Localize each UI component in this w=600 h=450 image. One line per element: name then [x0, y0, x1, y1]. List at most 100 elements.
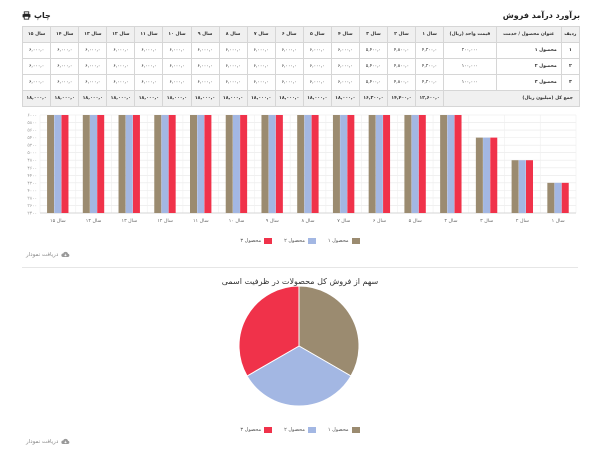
bar: [161, 115, 169, 213]
column-header: سال ۷: [246, 26, 276, 43]
legend-swatch: [307, 238, 316, 244]
bar: [154, 115, 162, 213]
download-bar-chart-button[interactable]: دریافت نمودار: [26, 251, 70, 258]
bar: [132, 115, 140, 213]
total-value: ۱۸,۰۰۰,۰: [134, 90, 164, 107]
x-tick-label: سال ۱۰: [229, 218, 245, 224]
bar: [275, 115, 283, 213]
column-header: سال ۱۰: [162, 26, 192, 43]
year-value: ۶,۰۰۰,۰: [302, 58, 332, 75]
legend-item[interactable]: محصول ۳: [240, 427, 273, 433]
legend-item[interactable]: محصول ۲: [284, 427, 316, 433]
year-value: ۶,۰۰۰,۰: [302, 74, 332, 91]
printer-icon: [22, 11, 31, 20]
total-value: ۱۸,۰۰۰,۰: [78, 90, 108, 107]
total-label: جمع کل (میلیون ریال): [443, 90, 580, 107]
bar: [526, 160, 533, 213]
y-tick-label: ۶۰۰۰: [27, 114, 37, 119]
cloud-download-icon: [61, 438, 70, 444]
total-value: ۱۸,۰۰۰,۰: [330, 90, 360, 107]
year-value: ۶,۰۰۰,۰: [246, 58, 276, 75]
bar: [97, 115, 105, 213]
total-value: ۱۸,۰۰۰,۰: [302, 90, 332, 107]
column-header: سال ۱۵: [21, 26, 52, 43]
pie-chart-legend: محصول ۱ محصول ۲ محصول ۳: [0, 427, 600, 433]
legend-swatch: [264, 238, 273, 244]
bar: [483, 137, 491, 213]
bar: [368, 115, 376, 213]
total-value: ۱۸,۰۰۰,۰: [274, 90, 304, 107]
bar: [332, 115, 340, 213]
x-tick-label: سال ۷: [337, 218, 350, 224]
total-value: ۱۲,۶۰۰,۰: [414, 90, 445, 107]
legend-label: محصول ۲: [284, 427, 305, 433]
year-value: ۶,۰۰۰,۰: [50, 42, 80, 59]
legend-item[interactable]: محصول ۳: [240, 238, 273, 244]
bar: [511, 160, 519, 213]
bar: [268, 115, 276, 213]
bar: [90, 115, 97, 213]
y-tick-label: ۴۸۰۰: [27, 159, 37, 164]
x-tick-label: سال ۱۳: [122, 218, 138, 224]
bar: [411, 115, 419, 213]
cloud-download-icon: [61, 251, 70, 257]
total-row: جمع کل (میلیون ریال) ۱۲,۶۰۰,۰ ۱۴,۴۰۰,۰ ۱۶,۲…: [21, 90, 580, 107]
legend-item[interactable]: محصول ۱: [328, 427, 360, 433]
bar: [118, 115, 126, 213]
bar: [54, 115, 62, 213]
bar: [168, 115, 176, 213]
legend-swatch: [307, 427, 316, 433]
legend-label: محصول ۱: [327, 238, 349, 244]
year-value: ۶,۰۰۰,۰: [106, 74, 136, 91]
bar: [418, 115, 426, 213]
bar: [261, 115, 269, 213]
x-tick-label: سال ۱۴: [86, 218, 102, 224]
legend-label: محصول ۱: [327, 427, 349, 433]
x-tick-label: سال ۳: [480, 218, 493, 224]
y-tick-label: ۳۴۰۰: [27, 211, 37, 217]
column-header: قیمت واحد (ریال): [443, 26, 497, 43]
bar: [404, 115, 412, 213]
bar: [440, 115, 448, 213]
table-row: ۲ محصول ۲ ۱۰۰,۰۰۰ ۴,۲۰۰,۰ ۴,۸۰۰,۰ ۵,۴۰۰,۰ ۶,۰۰…: [21, 58, 581, 75]
y-tick-label: ۴۴۰۰: [27, 174, 37, 179]
x-tick-label: سال ۱۱: [193, 218, 209, 224]
bar: [232, 115, 240, 213]
legend-swatch: [351, 238, 360, 244]
bar: [225, 115, 233, 213]
bar: [297, 115, 305, 213]
legend-swatch: [351, 427, 360, 433]
total-value: ۱۸,۰۰۰,۰: [50, 90, 80, 107]
y-tick-label: ۵۸۰۰: [27, 121, 37, 126]
legend-label: محصول ۲: [284, 238, 305, 244]
bar: [447, 115, 455, 213]
bar: [304, 115, 312, 213]
x-tick-label: سال ۱۲: [157, 218, 173, 224]
print-button[interactable]: چاپ: [22, 11, 51, 20]
bar: [47, 115, 55, 213]
x-tick-label: سال ۱۵: [50, 218, 66, 224]
x-tick-label: سال ۱: [552, 218, 565, 224]
column-header: ردیف: [560, 26, 581, 43]
y-tick-label: ۵۶۰۰: [27, 129, 37, 134]
year-value: ۵,۴۰۰,۰: [358, 58, 388, 75]
bar: [547, 182, 555, 213]
bar: [82, 115, 90, 213]
total-value: ۱۸,۰۰۰,۰: [21, 90, 52, 107]
pie-slice: [298, 285, 360, 377]
legend-item[interactable]: محصول ۱: [328, 238, 360, 244]
x-tick-label: سال ۶: [373, 218, 386, 224]
total-value: ۱۸,۰۰۰,۰: [190, 90, 220, 107]
column-header: سال ۲: [386, 26, 417, 43]
download-label: دریافت نمودار: [26, 438, 59, 445]
y-tick-label: ۳۶۰۰: [27, 203, 37, 209]
download-pie-chart-button[interactable]: دریافت نمودار: [26, 438, 70, 445]
legend-item[interactable]: محصول ۲: [284, 238, 316, 244]
bar: [475, 137, 483, 213]
column-header: سال ۹: [190, 26, 220, 43]
y-tick-label: ۵۲۰۰: [27, 144, 37, 149]
print-label: چاپ: [34, 11, 51, 20]
pie-slice: [238, 285, 300, 377]
y-tick-label: ۴۰۰۰: [27, 189, 37, 194]
